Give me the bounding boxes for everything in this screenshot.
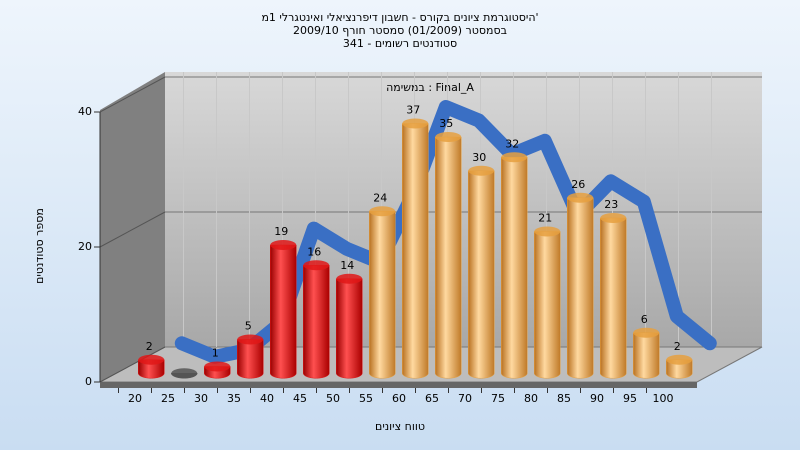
bar-top: [666, 354, 693, 365]
x-tick-label: 20: [128, 392, 142, 405]
bar: [402, 123, 429, 379]
x-tick-label: 90: [590, 392, 604, 405]
x-tick-label: 50: [326, 392, 340, 405]
bar-top: [204, 361, 231, 372]
x-tick-label: 30: [194, 392, 208, 405]
chart-title: היסטוגרמת ציונים בקורס - חשבון דיפרנציאל…: [261, 11, 538, 24]
value-label: 21: [538, 212, 552, 225]
y-tick-label: 40: [78, 105, 92, 118]
value-label: 1: [212, 347, 219, 360]
y-tick-label: 20: [78, 240, 92, 253]
x-tick-label: 45: [293, 392, 307, 405]
bar: [237, 339, 264, 379]
bar-top: [138, 354, 165, 365]
chart-subtitle: סטודנטים רשומים - 341: [343, 37, 457, 50]
value-label: 24: [373, 191, 387, 204]
floor-edge: [100, 382, 697, 388]
bar-top: [567, 192, 594, 203]
bar-top: [600, 213, 627, 223]
value-label: 2: [146, 340, 153, 353]
bar: [600, 217, 627, 379]
bar-top: [468, 165, 495, 176]
value-label: 30: [472, 151, 486, 164]
value-label: 14: [340, 259, 354, 272]
trend-ribbon: [174, 100, 717, 364]
bar: [666, 359, 693, 379]
x-tick-label: 40: [260, 392, 274, 405]
bar-top: [501, 152, 528, 163]
x-tick-label: 60: [392, 392, 406, 405]
value-label: 37: [406, 104, 420, 117]
bar: [270, 244, 297, 379]
bar: [369, 211, 396, 379]
bar: [435, 136, 462, 379]
x-tick-label: 100: [653, 392, 674, 405]
left-wall: [100, 72, 165, 382]
grid-line: [99, 76, 166, 113]
x-tick-label: 80: [524, 392, 538, 405]
value-label: 26: [571, 178, 585, 191]
bar: [633, 332, 660, 379]
grid-line: [99, 346, 166, 383]
x-tick-label: 65: [425, 392, 439, 405]
x-tick-label: 35: [227, 392, 241, 405]
bar: [303, 265, 330, 379]
value-label: 32: [505, 137, 519, 150]
x-tick-label: 95: [623, 392, 637, 405]
bar: [567, 197, 594, 379]
bar: [138, 359, 165, 379]
bar-top: [270, 240, 297, 250]
value-label: 6: [641, 313, 648, 326]
x-tick-label: 55: [359, 392, 373, 405]
value-label: 19: [274, 225, 288, 238]
bar: [534, 231, 561, 379]
bar-top: [402, 118, 429, 129]
x-axis-label: טווח ציונים: [375, 420, 425, 433]
annotation: במשימה : Final_A: [386, 81, 474, 94]
x-tick-label: 75: [491, 392, 505, 405]
value-label: 2: [674, 340, 681, 353]
bar-top: [633, 327, 660, 338]
bar-top: [336, 273, 363, 284]
bar-top: [237, 334, 264, 345]
value-label: 16: [307, 245, 321, 258]
bar-top: [534, 226, 561, 237]
bar: [468, 170, 495, 379]
value-label: 35: [439, 117, 453, 130]
value-label: 5: [245, 320, 252, 333]
x-tick-label: 85: [557, 392, 571, 405]
value-label: 23: [604, 198, 618, 211]
bar-top: [171, 368, 198, 379]
bar-top: [303, 260, 330, 271]
bar: [501, 157, 528, 379]
bar: [336, 278, 363, 379]
x-tick-label: 25: [161, 392, 175, 405]
y-axis-label: מספר סטודנטים: [33, 208, 46, 284]
grid-line: [99, 211, 166, 248]
bar-top: [435, 132, 462, 142]
x-tick-label: 70: [458, 392, 472, 405]
bar-top: [369, 206, 396, 217]
y-tick-label: 0: [85, 375, 92, 388]
chart-subtitle: בסמסטר (01/2009) סמסטר חורף 2009/10: [293, 24, 507, 37]
